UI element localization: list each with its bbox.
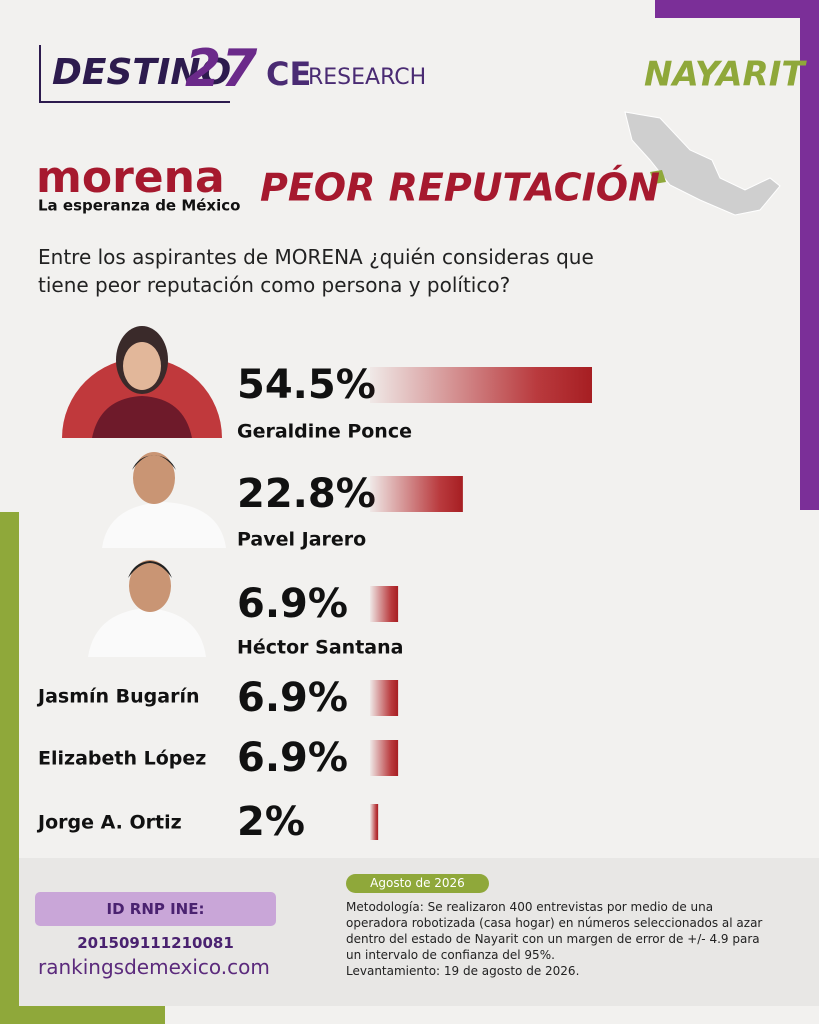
party: morena (36, 152, 225, 203)
bar (370, 586, 399, 622)
partner: RESEARCH (308, 65, 426, 90)
state: NAYARIT (644, 55, 807, 95)
brand-number: 27 (185, 39, 258, 99)
bar (370, 804, 379, 840)
accent (0, 512, 19, 1024)
value-label: 6.9% (237, 675, 348, 721)
candidate-name: Héctor Santana (237, 637, 403, 659)
party-tagline: La esperanza de México (38, 197, 240, 215)
value-label: 6.9% (237, 581, 348, 627)
partner-prefix: CE (266, 55, 311, 93)
bar (370, 367, 592, 403)
candidate-name: Jorge A. Ortiz (36, 812, 182, 834)
candidate-name: Pavel Jarero (237, 529, 366, 551)
map (624, 111, 781, 216)
website[interactable]: rankingsdemexico.com (38, 955, 270, 979)
value-label: 54.5% (237, 362, 376, 408)
candidate-name: Elizabeth López (38, 748, 206, 770)
methodology: Metodología: Se realizaron 400 entrevist… (346, 900, 763, 962)
date-pill: Agosto de 2026 (346, 874, 489, 893)
value-label: 2% (237, 799, 305, 845)
bar (370, 680, 399, 716)
photo (88, 560, 206, 657)
value-label: 6.9% (237, 735, 348, 781)
candidate-name: Geraldine Ponce (237, 421, 412, 443)
fieldwork: Levantamiento: 19 de agosto de 2026. (346, 964, 580, 978)
candidate-name: Jasmín Bugarín (36, 686, 200, 708)
brand: DESTINO (52, 52, 231, 93)
bar (370, 740, 399, 776)
photo (102, 452, 226, 548)
accent (655, 0, 819, 18)
map-highlight (650, 170, 666, 184)
chart-title: PEOR REPUTACIÓN (260, 166, 660, 210)
registry: ID RNP INE: 201509111210081 (35, 892, 276, 952)
logo-frame (39, 45, 230, 103)
photo (92, 326, 192, 438)
accent (0, 1006, 165, 1024)
accent (800, 0, 819, 510)
bar (370, 476, 463, 512)
chart-subtitle: Entre los aspirantes de MORENA ¿quién co… (38, 245, 594, 297)
value-label: 22.8% (237, 471, 376, 517)
